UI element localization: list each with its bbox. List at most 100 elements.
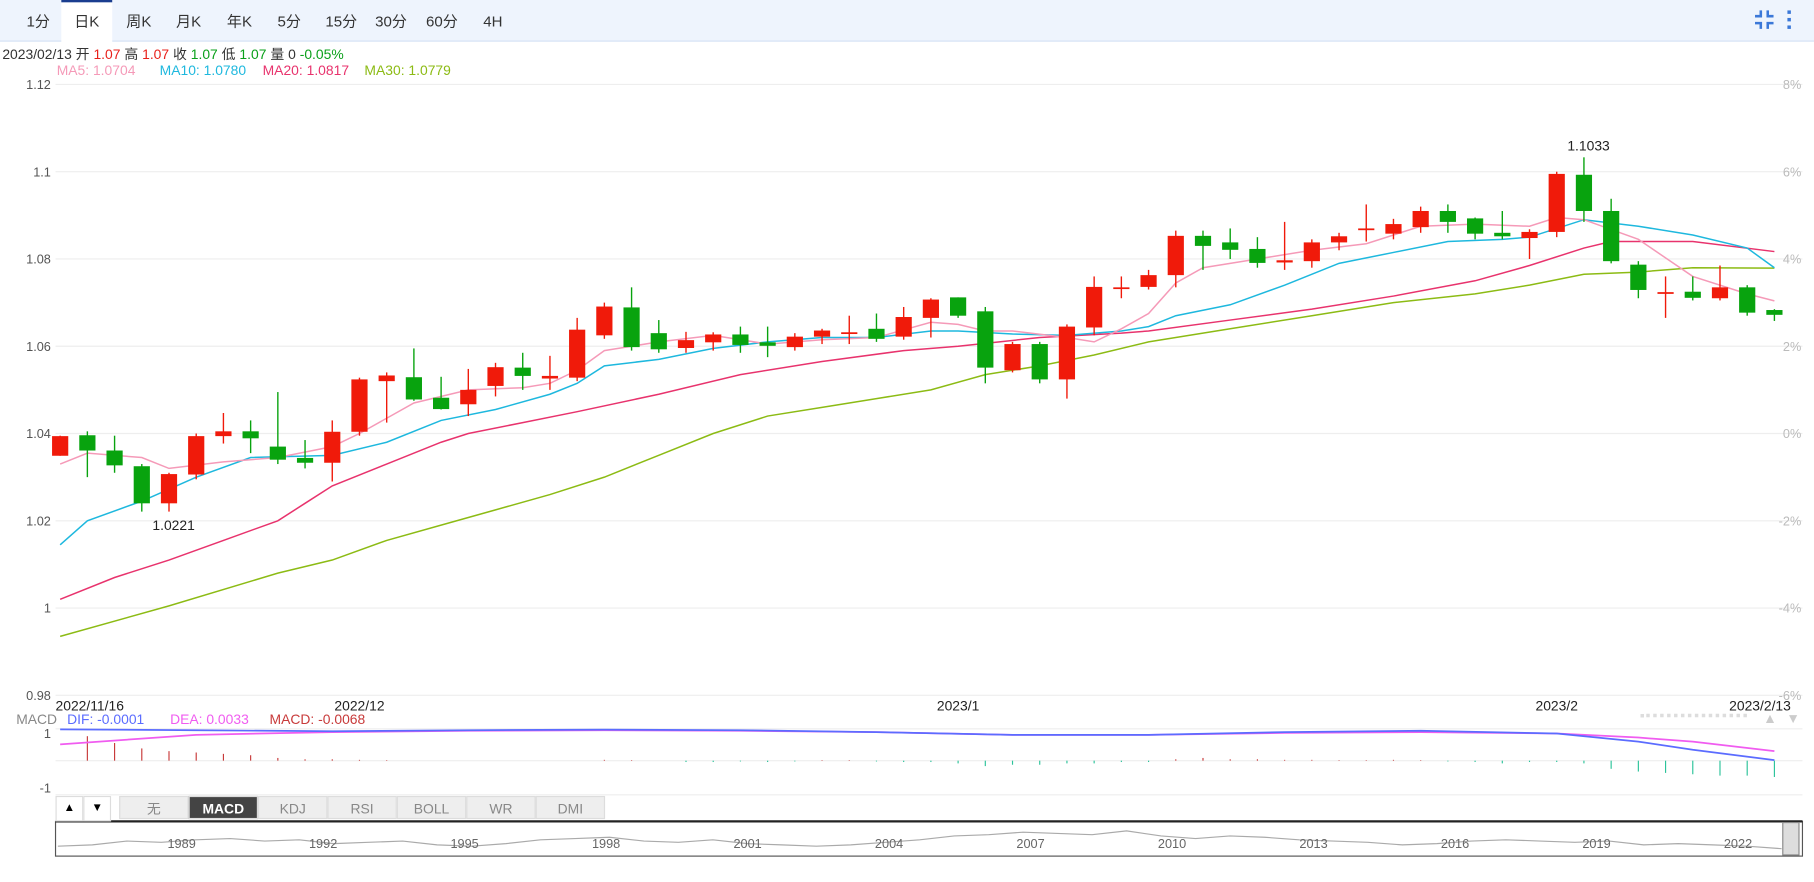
volume-label: 量 [270, 46, 285, 63]
candle-body[interactable] [868, 328, 885, 339]
info-date: 2023/02/13 [2, 46, 72, 63]
candle-body[interactable] [1439, 210, 1456, 222]
panel-down-button[interactable]: ▼ [1786, 710, 1801, 727]
candle-body[interactable] [1630, 264, 1647, 290]
period-tab-monthly[interactable]: 月K [176, 12, 202, 31]
indicator-tab-kdj[interactable]: KDJ [257, 795, 328, 820]
candle-body[interactable] [1739, 287, 1756, 313]
candle-body[interactable] [79, 435, 96, 451]
period-tab-yearly[interactable]: 年K [226, 12, 253, 31]
candle-body[interactable] [514, 367, 531, 376]
indicator-up-button[interactable]: ▲ [55, 795, 84, 822]
compress-icon[interactable] [1754, 9, 1775, 36]
period-tab-60min[interactable]: 60分 [426, 12, 458, 31]
candle-body[interactable] [487, 367, 504, 386]
candle-body[interactable] [541, 375, 559, 379]
candle-body[interactable] [1358, 228, 1375, 231]
candle-body[interactable] [1657, 292, 1674, 294]
candle-body[interactable] [1140, 275, 1157, 287]
candle-body[interactable] [351, 379, 368, 432]
candle-body[interactable] [759, 342, 776, 346]
candle-body[interactable] [950, 297, 967, 316]
candle-body[interactable] [1222, 242, 1239, 250]
candle-body[interactable] [52, 436, 69, 456]
y-tick-label: 1.1 [33, 164, 51, 179]
candle-body[interactable] [242, 431, 259, 439]
ma10-legend: MA10: 1.0780 [159, 62, 247, 79]
period-tab-1min[interactable]: 1分 [26, 12, 50, 31]
candle-body[interactable] [1575, 174, 1593, 211]
candle-body[interactable] [1194, 235, 1212, 246]
candle-body[interactable] [378, 375, 395, 382]
candle-body[interactable] [596, 306, 613, 336]
candle-body[interactable] [1494, 232, 1511, 237]
candle-body[interactable] [922, 299, 939, 318]
panel-up-button[interactable]: ▲ [1763, 710, 1777, 727]
period-tab-15min[interactable]: 15分 [325, 12, 358, 31]
candle-body[interactable] [977, 311, 994, 368]
candle-body[interactable] [1276, 260, 1293, 263]
y-tick-label-right: -4% [1779, 601, 1802, 616]
period-tab-daily[interactable]: 日K [61, 0, 113, 43]
candle-body[interactable] [1548, 173, 1565, 232]
navigator-scroll-handle[interactable] [1782, 821, 1800, 856]
dif-value: DIF: -0.0001 [67, 711, 145, 728]
indicator-tab-boll[interactable]: BOLL [396, 795, 467, 820]
candle-body[interactable] [1521, 231, 1538, 239]
indicator-tab-macd[interactable]: MACD [188, 795, 258, 820]
indicator-tab-none[interactable]: 无 [119, 795, 189, 820]
candle-body[interactable] [841, 332, 858, 335]
candle-body[interactable] [460, 389, 477, 405]
candle-body[interactable] [1412, 210, 1429, 228]
candle-body[interactable] [569, 329, 586, 378]
candle-body[interactable] [296, 457, 314, 463]
navigator-year-label: 1989 [167, 836, 195, 851]
candle-body[interactable] [160, 474, 178, 504]
indicator-down-button[interactable]: ▼ [83, 795, 112, 822]
candle-body[interactable] [1086, 286, 1103, 328]
candle-body[interactable] [895, 317, 912, 337]
candle-body[interactable] [1249, 248, 1266, 263]
candle-body[interactable] [215, 431, 232, 437]
candle-body[interactable] [650, 333, 667, 350]
period-tab-4h[interactable]: 4H [483, 12, 503, 31]
candle-body[interactable] [269, 446, 286, 460]
more-vertical-icon[interactable] [1786, 9, 1793, 36]
candle-body[interactable] [1303, 242, 1320, 262]
candle-body[interactable] [133, 466, 150, 504]
candle-body[interactable] [1603, 210, 1620, 262]
candle-body[interactable] [433, 397, 450, 410]
period-tab-weekly[interactable]: 周K [126, 12, 152, 31]
candle-body[interactable] [786, 336, 803, 348]
candle-body[interactable] [1004, 344, 1021, 371]
candle-body[interactable] [405, 377, 422, 400]
candle-body[interactable] [705, 334, 722, 343]
indicator-tab-dmi[interactable]: DMI [535, 795, 606, 820]
panel-resize-handle[interactable] [1640, 713, 1747, 718]
candle-body[interactable] [1684, 291, 1701, 298]
candle-body[interactable] [1330, 236, 1348, 243]
period-tab-30min[interactable]: 30分 [375, 12, 407, 31]
candle-body[interactable] [106, 450, 123, 466]
candle-body[interactable] [732, 334, 749, 345]
candle-body[interactable] [1711, 287, 1729, 299]
candle-body[interactable] [623, 307, 640, 348]
candle-body[interactable] [324, 431, 341, 463]
candle-body[interactable] [1031, 344, 1048, 380]
ma10-line [59, 218, 1775, 546]
candle-body[interactable] [1766, 310, 1783, 315]
navigator-year-label: 2004 [875, 836, 903, 851]
candle-body[interactable] [1167, 235, 1184, 276]
indicator-tab-wr[interactable]: WR [466, 795, 536, 820]
candle-body[interactable] [1466, 218, 1484, 234]
ma20-legend: MA20: 1.0817 [262, 62, 350, 79]
candle-body[interactable] [1058, 326, 1076, 380]
candle-body[interactable] [188, 436, 205, 475]
indicator-tab-rsi[interactable]: RSI [327, 795, 397, 820]
candle-body[interactable] [1113, 287, 1130, 290]
candle-body[interactable] [677, 340, 695, 348]
candle-body[interactable] [1385, 224, 1402, 234]
candle-body[interactable] [813, 330, 831, 337]
period-tab-5min[interactable]: 5分 [277, 12, 301, 31]
